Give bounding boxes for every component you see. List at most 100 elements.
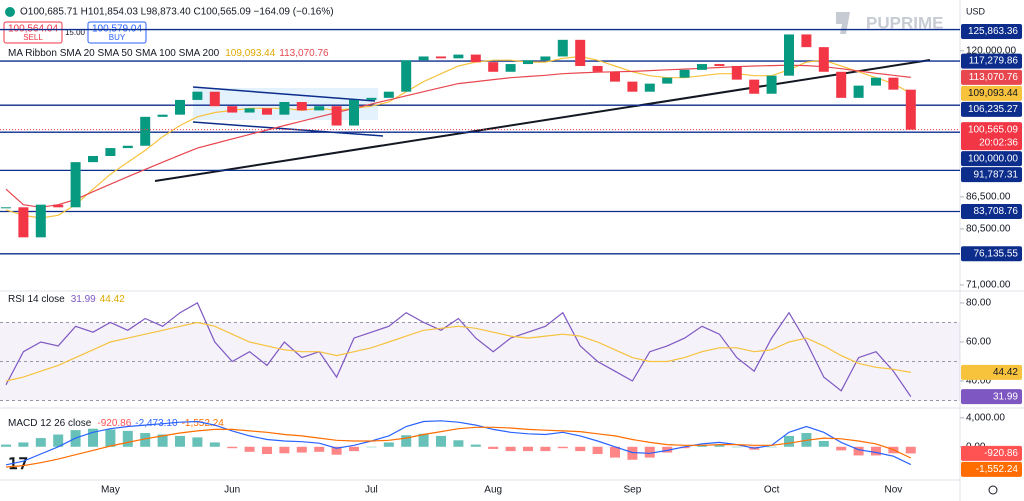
candle: [175, 99, 185, 115]
histogram-bar: [436, 435, 446, 447]
ma-label-box: [961, 85, 1022, 101]
series-line: [5, 55, 912, 219]
histogram-bar: [470, 444, 481, 447]
histogram-bar: [488, 446, 499, 449]
histogram-bar: [453, 440, 464, 447]
histogram-bar: [88, 428, 98, 447]
level-label: 83,708.76: [974, 206, 1019, 217]
histogram-bar: [140, 433, 151, 447]
histogram-bar: [401, 435, 412, 447]
histogram-bar: [871, 446, 881, 456]
histogram-bar: [557, 446, 568, 449]
x-tick-label: Oct: [764, 485, 780, 496]
legend-value: -2,473.10: [135, 418, 178, 429]
legend-value: 31.99: [71, 294, 96, 305]
candle: [314, 106, 325, 111]
last-price-label-box: [961, 122, 1022, 151]
level-label: 76,135.55: [974, 248, 1019, 259]
legend-title: MACD 12 26 close: [8, 418, 92, 429]
histogram-bar: [314, 446, 325, 452]
sell-button[interactable]: [3, 21, 63, 44]
candle: [697, 64, 707, 70]
histogram-bar: [53, 434, 64, 447]
series-line: [5, 321, 911, 382]
candle: [70, 162, 81, 208]
candle: [766, 75, 777, 94]
y-tick-label: 80.00: [966, 298, 991, 309]
histogram-bar: [296, 446, 307, 453]
rsi-label: 44.42: [993, 367, 1018, 378]
candle: [784, 34, 794, 76]
series-line: [5, 420, 912, 466]
brand-logo: [836, 12, 850, 34]
histogram-bar: [192, 437, 203, 447]
candle: [262, 108, 272, 115]
level-label: 91,787.31: [974, 169, 1019, 180]
histogram-bar: [731, 446, 742, 448]
histogram-bar: [540, 446, 551, 452]
rsi-label-box: [961, 389, 1022, 405]
candle: [888, 77, 899, 90]
y-tick-label: 80,500.00: [966, 224, 1011, 235]
candle: [523, 60, 533, 65]
candle: [627, 81, 638, 92]
candle: [905, 89, 916, 130]
sell-label: SELL: [23, 33, 43, 42]
histogram-bar: [575, 446, 586, 452]
histogram-bar: [175, 435, 185, 447]
candle: [418, 56, 429, 61]
candle: [853, 85, 864, 98]
histogram-bar: [836, 446, 847, 451]
spread: 15.00: [65, 28, 86, 37]
candle: [592, 65, 603, 72]
macd-legend: MACD 12 26 close -920.86 -2,473.10 -1,552.2…: [8, 418, 224, 429]
candle: [105, 148, 116, 156]
candle: [662, 77, 673, 84]
histogram-bar: [853, 446, 864, 456]
histogram-bar: [592, 446, 603, 454]
candle: [192, 91, 203, 100]
candle: [18, 207, 29, 238]
x-tick-label: Aug: [484, 485, 502, 496]
settings-icon[interactable]: [988, 485, 998, 495]
ma-label-box: [961, 69, 1022, 85]
legend-title: RSI 14 close: [8, 294, 65, 305]
channel-line: [192, 121, 384, 137]
level-label-box: [961, 167, 1022, 183]
candle: [818, 47, 829, 72]
candle: [436, 56, 446, 59]
y-tick-label: 86,500.00: [966, 192, 1011, 203]
histogram-bar: [262, 446, 272, 454]
level-label-box: [961, 24, 1022, 39]
buy-label: BUY: [109, 33, 126, 42]
candle: [540, 56, 551, 61]
level-label: 125,863.36: [968, 26, 1018, 37]
candle: [296, 101, 307, 111]
histogram-bar: [349, 446, 359, 452]
histogram-bar: [209, 442, 220, 447]
x-tick-label: May: [101, 485, 120, 496]
currency: USD: [966, 6, 986, 16]
histogram-bar: [366, 446, 377, 448]
candle: [714, 64, 725, 66]
histogram-bar: [279, 446, 290, 454]
candle: [209, 91, 220, 107]
buy-button[interactable]: [87, 21, 147, 44]
candle: [749, 79, 760, 94]
candle: [488, 62, 499, 72]
histogram-bar: [331, 446, 342, 455]
ma-label: 109,093.44: [968, 88, 1018, 99]
histogram-bar: [105, 429, 116, 447]
histogram-bar: [383, 442, 394, 447]
candle: [401, 60, 412, 92]
histogram-bar: [818, 440, 829, 447]
last-price-label: 100,565.09: [968, 124, 1018, 135]
rsi-label-box: [961, 364, 1022, 380]
histogram-bar: [644, 446, 655, 458]
candle: [557, 39, 568, 57]
y-tick-label: 40.00: [966, 376, 991, 387]
status-icon: [5, 7, 15, 17]
